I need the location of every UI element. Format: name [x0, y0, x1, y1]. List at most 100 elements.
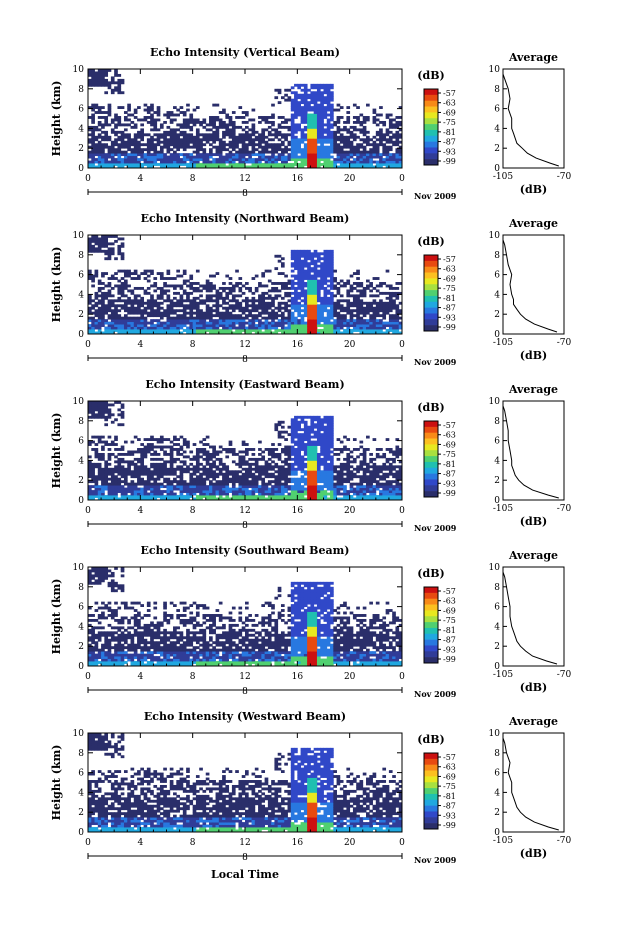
heatmap-cell — [320, 329, 324, 332]
heatmap-cell — [117, 465, 122, 469]
heatmap-cell — [359, 123, 364, 127]
heatmap-cell — [209, 286, 213, 290]
heatmap-cell — [375, 123, 380, 127]
heatmap-cell — [202, 452, 207, 456]
heatmap-cell — [117, 480, 122, 484]
heatmap-cell — [137, 118, 141, 122]
heatmap-cell — [284, 304, 288, 308]
heatmap-cell — [356, 329, 360, 332]
heatmap-cell — [182, 291, 187, 295]
heatmap-cell — [97, 106, 102, 109]
heatmap-cell — [212, 145, 216, 149]
heatmap-cell — [205, 443, 210, 446]
heatmap-cell — [222, 155, 226, 159]
heatmap-cell — [150, 457, 154, 461]
heatmap-cell — [339, 309, 344, 313]
heatmap-cell — [140, 309, 145, 313]
heatmap-cell — [300, 267, 305, 271]
heatmap-cell — [267, 480, 272, 484]
heatmap-cell — [385, 291, 390, 295]
heatmap-cell — [231, 497, 236, 501]
heatmap-cell — [343, 309, 347, 313]
heatmap-cell — [218, 160, 223, 164]
heatmap-cell — [280, 148, 285, 152]
heatmap-cell — [146, 108, 151, 112]
heatmap-cell — [173, 145, 177, 149]
heatmap-cell — [137, 465, 141, 469]
heatmap-cell — [104, 272, 109, 275]
heatmap-cell — [290, 130, 295, 134]
heatmap-cell — [231, 111, 236, 114]
heatmap-cell — [218, 314, 223, 318]
heatmap-cell — [375, 314, 380, 318]
heatmap-cell — [202, 495, 207, 498]
heatmap-cell — [316, 259, 321, 263]
heatmap-cell — [166, 277, 171, 280]
y-axis-label: Height (km) — [50, 247, 63, 323]
heatmap-cell — [231, 123, 236, 127]
heatmap-cell — [228, 448, 233, 451]
heatmap-cell — [192, 306, 197, 310]
profile-y-tick-label: 6 — [494, 105, 500, 115]
heatmap-cell — [320, 130, 324, 134]
heatmap-cell — [179, 123, 184, 127]
heatmap-cell — [186, 135, 190, 139]
heatmap-cell — [186, 485, 190, 489]
heatmap-cell — [313, 262, 318, 266]
heatmap-cell — [297, 319, 302, 323]
heatmap-cell — [287, 324, 292, 327]
heatmap-cell — [323, 160, 328, 164]
heatmap-cell — [336, 324, 341, 327]
heatmap-cell — [385, 329, 390, 332]
heatmap-cell — [320, 83, 324, 87]
heatmap-cell — [114, 480, 118, 484]
heatmap-cell — [228, 289, 233, 293]
heatmap-cell — [346, 299, 351, 303]
heatmap-cell — [222, 148, 226, 152]
heatmap-cell — [104, 235, 109, 238]
heatmap-cell — [97, 150, 102, 154]
heatmap-cell — [140, 477, 145, 481]
heatmap-cell — [294, 160, 298, 164]
heatmap-cell — [271, 113, 275, 117]
heatmap-cell — [369, 331, 373, 335]
heatmap-cell — [137, 286, 141, 290]
heatmap-cell — [231, 120, 236, 124]
heatmap-cell — [88, 81, 92, 85]
heatmap-cell — [284, 448, 288, 451]
heatmap-cell — [346, 111, 351, 114]
heatmap-cell — [127, 311, 131, 315]
heatmap-cell — [179, 163, 184, 166]
heatmap-cell — [241, 450, 246, 454]
heatmap-cell — [274, 158, 279, 161]
heatmap-cell — [110, 118, 115, 122]
heatmap-cell — [107, 103, 112, 107]
heatmap-cell — [369, 324, 373, 327]
heatmap-cell — [339, 155, 344, 159]
heatmap-cell — [120, 321, 125, 325]
heatmap-cell — [303, 252, 308, 256]
heatmap-cell — [140, 319, 145, 323]
heatmap-cell — [218, 165, 223, 169]
heatmap-cell — [202, 457, 207, 461]
heatmap-cell — [189, 321, 194, 325]
heatmap-cell — [153, 145, 158, 149]
heatmap-cell — [307, 138, 311, 142]
heatmap-cell — [280, 467, 285, 471]
heatmap-cell — [104, 477, 109, 481]
heatmap-cell — [123, 116, 128, 119]
heatmap-cell — [222, 289, 226, 293]
heatmap-cell — [143, 472, 148, 476]
heatmap-cell — [88, 331, 92, 335]
heatmap-cell — [287, 445, 292, 449]
heatmap-cell — [267, 133, 272, 137]
heatmap-cell — [392, 316, 396, 320]
heatmap-cell — [231, 331, 236, 335]
heatmap-cell — [303, 143, 308, 147]
heatmap-cell — [212, 286, 216, 290]
heatmap-cell — [395, 133, 400, 137]
heatmap-cell — [300, 98, 305, 102]
heatmap-cell — [280, 465, 285, 469]
heatmap-cell — [127, 321, 131, 325]
heatmap-cell — [395, 296, 400, 300]
